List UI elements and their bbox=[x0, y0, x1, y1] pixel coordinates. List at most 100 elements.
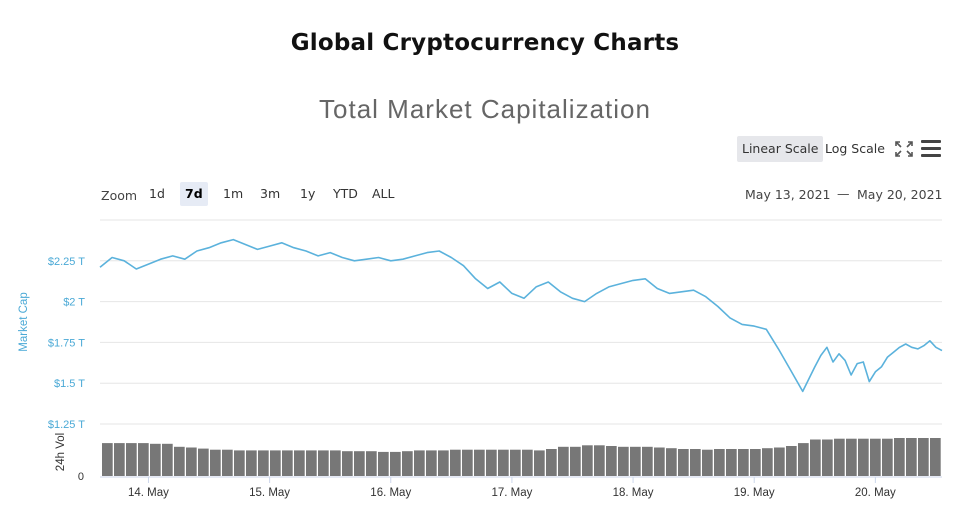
page-title: Global Cryptocurrency Charts bbox=[290, 30, 680, 56]
volume-bar bbox=[426, 450, 437, 476]
volume-bar bbox=[606, 446, 617, 476]
volume-bar bbox=[510, 449, 521, 476]
x-tick-label: 20. May bbox=[855, 487, 896, 499]
y-tick-label: $1.5 T bbox=[54, 378, 85, 390]
y-axis-title: Market Cap bbox=[18, 292, 30, 351]
linear-scale-button[interactable]: Linear Scale bbox=[737, 136, 824, 162]
zoom-7d-button[interactable]: 7d bbox=[180, 182, 208, 206]
volume-bar bbox=[186, 447, 197, 476]
grid-lines bbox=[100, 219, 942, 425]
volume-bar bbox=[150, 443, 161, 476]
volume-bar bbox=[870, 438, 881, 476]
volume-bar bbox=[126, 443, 137, 476]
volume-bar bbox=[222, 449, 233, 476]
volume-bar bbox=[894, 438, 905, 476]
volume-bar bbox=[726, 449, 737, 476]
volume-bar bbox=[798, 443, 809, 476]
volume-bar bbox=[846, 438, 857, 476]
hamburger-menu-icon[interactable] bbox=[921, 140, 941, 157]
x-tick-label: 15. May bbox=[249, 487, 290, 499]
volume-bar bbox=[642, 446, 653, 476]
volume-bar bbox=[570, 446, 581, 476]
volume-bar bbox=[210, 449, 221, 476]
volume-bar bbox=[138, 443, 149, 476]
volume-bar bbox=[786, 446, 797, 476]
market-cap-line bbox=[99, 238, 943, 393]
zoom-3m-button[interactable]: 3m bbox=[260, 186, 281, 201]
volume-bar bbox=[918, 438, 929, 476]
y-tick-label: $2.25 T bbox=[48, 256, 85, 268]
x-tick-label: 18. May bbox=[613, 487, 654, 499]
volume-bar bbox=[702, 449, 713, 476]
y-axis-ticks: $1.25 T $1.5 T $1.75 T $2 T $2.25 T bbox=[48, 256, 85, 431]
volume-bar bbox=[474, 449, 485, 476]
fullscreen-icon[interactable] bbox=[895, 141, 913, 157]
volume-bar bbox=[534, 450, 545, 476]
zoom-all-button[interactable]: ALL bbox=[372, 186, 395, 201]
volume-bar bbox=[630, 446, 641, 476]
volume-axis-title: 24h Vol bbox=[55, 433, 67, 471]
zoom-1y-button[interactable]: 1y bbox=[300, 186, 316, 201]
volume-bar bbox=[258, 450, 269, 476]
volume-bar bbox=[306, 450, 317, 476]
zoom-ytd-button[interactable]: YTD bbox=[333, 186, 358, 201]
volume-bar bbox=[330, 450, 341, 476]
volume-bar bbox=[654, 447, 665, 476]
x-axis-ticks: 14. May 15. May 16. May 17. May 18. May 19. M… bbox=[128, 477, 896, 499]
chart-title: Total Market Capitalization bbox=[319, 94, 651, 124]
zoom-1d-button[interactable]: 1d bbox=[149, 186, 165, 201]
x-tick-label: 17. May bbox=[491, 487, 532, 499]
y-tick-label: $1.25 T bbox=[48, 419, 85, 431]
volume-bar bbox=[402, 451, 413, 476]
volume-bar bbox=[930, 438, 941, 476]
volume-bar bbox=[114, 443, 125, 476]
volume-bar bbox=[174, 446, 185, 476]
log-scale-button[interactable]: Log Scale bbox=[825, 141, 885, 156]
volume-bar bbox=[714, 449, 725, 476]
volume-bar bbox=[666, 448, 677, 476]
x-tick-label: 14. May bbox=[128, 487, 169, 499]
volume-bar bbox=[906, 438, 917, 476]
volume-bar bbox=[738, 449, 749, 476]
volume-bar bbox=[414, 450, 425, 476]
volume-bar bbox=[858, 438, 869, 476]
x-tick-label: 19. May bbox=[734, 487, 775, 499]
volume-bar bbox=[354, 451, 365, 476]
volume-bar bbox=[450, 449, 461, 476]
market-cap-series bbox=[99, 238, 943, 393]
y-tick-label: $2 T bbox=[63, 297, 85, 309]
volume-bar bbox=[498, 449, 509, 476]
volume-bar bbox=[690, 449, 701, 476]
volume-bar bbox=[678, 449, 689, 476]
volume-bars bbox=[102, 438, 941, 476]
volume-bar bbox=[546, 449, 557, 476]
range-from-date[interactable]: May 13, 2021 bbox=[745, 187, 831, 202]
volume-bar bbox=[366, 451, 377, 476]
volume-bar bbox=[522, 449, 533, 476]
volume-bar bbox=[198, 448, 209, 476]
volume-bar bbox=[294, 450, 305, 476]
zoom-label: Zoom bbox=[101, 188, 138, 203]
volume-bar bbox=[882, 438, 893, 476]
volume-bar bbox=[246, 450, 257, 476]
volume-bar bbox=[102, 443, 113, 476]
volume-bar bbox=[318, 450, 329, 476]
volume-bar bbox=[810, 439, 821, 476]
volume-bar bbox=[582, 445, 593, 476]
volume-bar bbox=[750, 449, 761, 476]
volume-y-tick: 0 bbox=[78, 471, 84, 483]
volume-bar bbox=[282, 450, 293, 476]
zoom-1m-button[interactable]: 1m bbox=[223, 186, 244, 201]
volume-bar bbox=[834, 438, 845, 476]
volume-bar bbox=[594, 445, 605, 476]
y-tick-label: $1.75 T bbox=[48, 337, 85, 349]
volume-bar bbox=[486, 449, 497, 476]
range-to-date[interactable]: May 20, 2021 bbox=[857, 187, 943, 202]
x-tick-label: 16. May bbox=[370, 487, 411, 499]
volume-bar bbox=[762, 448, 773, 476]
volume-bar bbox=[378, 451, 389, 476]
volume-bar bbox=[390, 451, 401, 476]
volume-bar bbox=[618, 446, 629, 476]
volume-bar bbox=[162, 443, 173, 476]
